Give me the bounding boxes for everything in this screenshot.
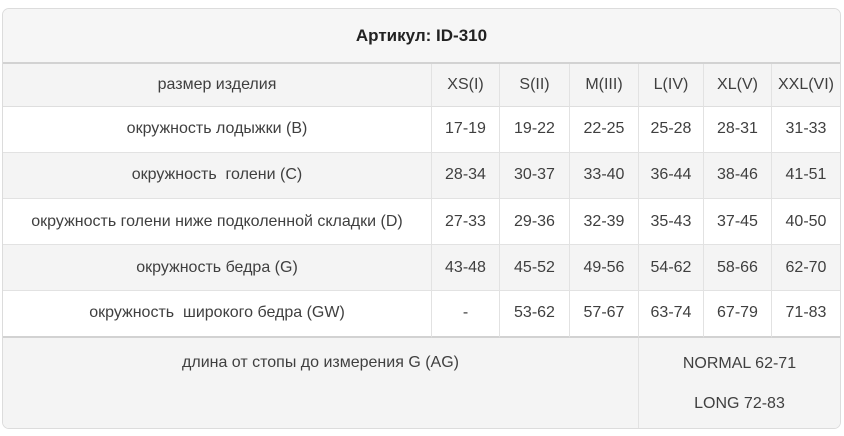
value-cell: 25-28 [638, 106, 703, 153]
length-option-long: LONG 72-83 [694, 394, 785, 412]
value-cell: 71-83 [771, 291, 840, 338]
size-col-l: L(IV) [638, 64, 703, 107]
row-label: окружность голени ниже подколенной склад… [3, 198, 431, 246]
article-title: Артикул: ID-310 [3, 9, 840, 65]
value-cell: 30-37 [499, 152, 569, 199]
size-header-label: размер изделия [3, 64, 431, 107]
size-chart-table: Артикул: ID-310 размер изделия XS(I) S(I… [3, 9, 840, 428]
value-cell: - [431, 291, 499, 338]
value-cell: 53-62 [499, 291, 569, 338]
value-cell: 36-44 [638, 152, 703, 199]
length-options-cell: NORMAL 62-71 LONG 72-83 [638, 337, 840, 428]
row-label: окружность бедра (G) [3, 245, 431, 292]
value-cell: 22-25 [569, 106, 638, 153]
size-col-xs: XS(I) [431, 64, 499, 107]
size-col-m: M(III) [569, 64, 638, 107]
value-cell: 31-33 [771, 106, 840, 153]
value-cell: 19-22 [499, 106, 569, 153]
value-cell: 29-36 [499, 198, 569, 246]
value-cell: 41-51 [771, 152, 840, 199]
value-cell: 17-19 [431, 106, 499, 153]
size-chart-panel: Артикул: ID-310 размер изделия XS(I) S(I… [2, 8, 841, 429]
value-cell: 62-70 [771, 245, 840, 292]
row-label: окружность голени (C) [3, 152, 431, 199]
value-cell: 49-56 [569, 245, 638, 292]
value-cell: 63-74 [638, 291, 703, 338]
table-row-wide-thigh: окружность широкого бедра (GW) - 53-62 5… [3, 291, 840, 338]
value-cell: 28-31 [703, 106, 771, 153]
table-title-row: Артикул: ID-310 [3, 9, 840, 65]
table-row-length: длина от стопы до измерения G (AG) NORMA… [3, 337, 840, 428]
value-cell: 67-79 [703, 291, 771, 338]
size-col-s: S(II) [499, 64, 569, 107]
row-label: окружность лодыжки (B) [3, 106, 431, 153]
value-cell: 28-34 [431, 152, 499, 199]
table-row-ankle: окружность лодыжки (B) 17-19 19-22 22-25… [3, 106, 840, 153]
table-row-below-knee: окружность голени ниже подколенной склад… [3, 198, 840, 246]
value-cell: 27-33 [431, 198, 499, 246]
table-row-thigh: окружность бедра (G) 43-48 45-52 49-56 5… [3, 245, 840, 292]
value-cell: 58-66 [703, 245, 771, 292]
value-cell: 38-46 [703, 152, 771, 199]
size-col-xxl: XXL(VI) [771, 64, 840, 107]
size-col-xl: XL(V) [703, 64, 771, 107]
value-cell: 40-50 [771, 198, 840, 246]
length-row-label: длина от стопы до измерения G (AG) [3, 337, 638, 428]
table-row-calf: окружность голени (C) 28-34 30-37 33-40 … [3, 152, 840, 199]
length-option-normal: NORMAL 62-71 [682, 354, 797, 372]
value-cell: 32-39 [569, 198, 638, 246]
size-header-row: размер изделия XS(I) S(II) M(III) L(IV) … [3, 64, 840, 107]
value-cell: 45-52 [499, 245, 569, 292]
value-cell: 33-40 [569, 152, 638, 199]
row-label: окружность широкого бедра (GW) [3, 291, 431, 338]
value-cell: 35-43 [638, 198, 703, 246]
value-cell: 37-45 [703, 198, 771, 246]
value-cell: 57-67 [569, 291, 638, 338]
value-cell: 54-62 [638, 245, 703, 292]
value-cell: 43-48 [431, 245, 499, 292]
